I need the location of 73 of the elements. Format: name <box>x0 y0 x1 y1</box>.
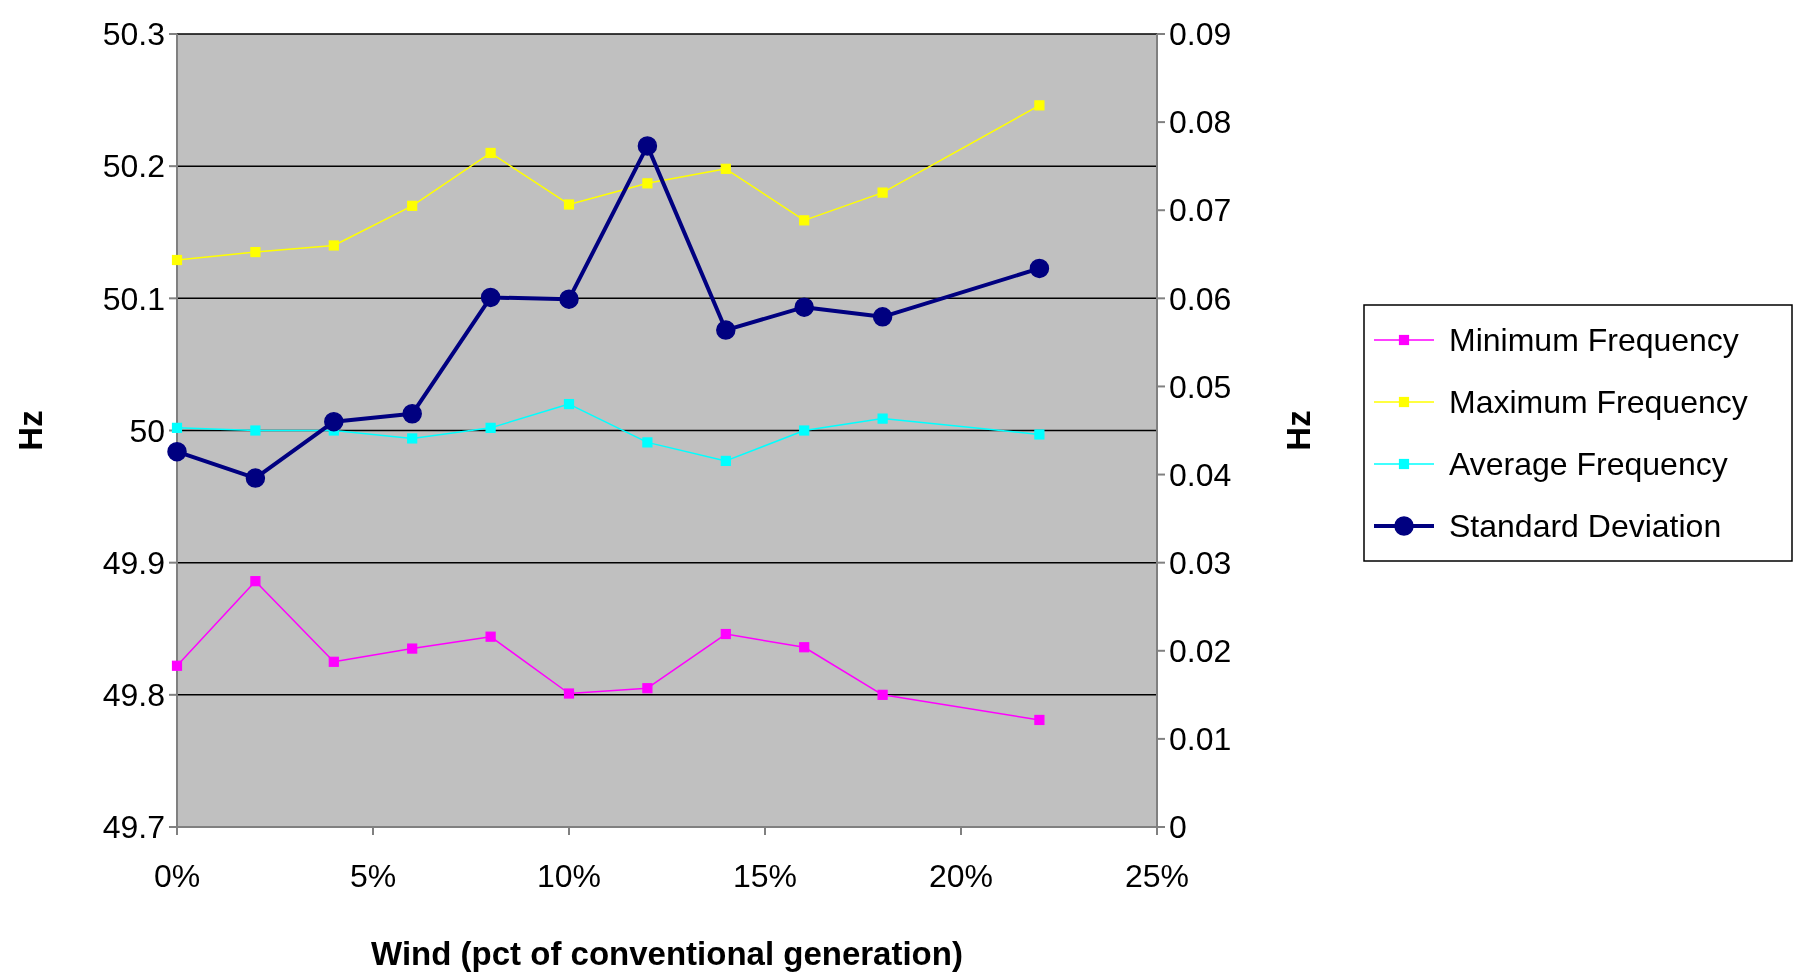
point <box>485 147 496 159</box>
point <box>720 163 731 174</box>
point <box>1034 714 1045 726</box>
point <box>877 689 888 700</box>
y2-tick-label: 0.02 <box>1169 632 1232 669</box>
point <box>563 688 575 699</box>
point <box>407 433 418 444</box>
y2-tick-label: 0.08 <box>1169 104 1232 141</box>
y2-tick-label: 0.09 <box>1169 16 1232 53</box>
point <box>485 631 496 642</box>
y2-tick-label: 0 <box>1169 809 1187 846</box>
point <box>250 425 261 436</box>
point <box>171 254 183 266</box>
y2-tick-label: 0.07 <box>1169 192 1232 229</box>
x-tick-label: 15% <box>732 858 798 894</box>
point <box>720 455 731 466</box>
point <box>1029 258 1050 279</box>
point <box>407 200 418 211</box>
point <box>480 287 501 308</box>
legend-label: Standard Deviation <box>1449 508 1722 545</box>
point <box>167 441 187 462</box>
point <box>559 289 579 309</box>
y-tick-label: 49.7 <box>102 809 165 846</box>
point <box>877 187 888 198</box>
point <box>245 468 266 488</box>
x-tick-label: 20% <box>928 858 994 894</box>
point <box>328 656 339 667</box>
point <box>877 413 888 424</box>
point <box>637 136 658 156</box>
point <box>1034 100 1045 111</box>
point <box>794 297 814 317</box>
y-tick-label: 49.8 <box>102 677 165 714</box>
y2-tick-label: 0.04 <box>1169 456 1232 493</box>
legend-label: Average Frequency <box>1449 446 1728 483</box>
point <box>250 246 261 258</box>
y2-tick-label: 0.03 <box>1169 544 1232 581</box>
point <box>799 215 810 226</box>
point <box>328 240 339 251</box>
point <box>171 422 183 433</box>
legend-label: Minimum Frequency <box>1449 322 1739 359</box>
point <box>402 404 422 424</box>
x-tick-label: 25% <box>1124 858 1190 894</box>
point <box>171 660 183 671</box>
point <box>872 307 893 327</box>
point <box>250 576 261 587</box>
y-tick-label: 50.3 <box>102 16 165 53</box>
y-tick-label: 50.1 <box>102 280 165 317</box>
y-tick-label: 50.2 <box>102 148 165 185</box>
x-tick-label: 10% <box>536 858 602 894</box>
point <box>407 643 418 654</box>
point <box>642 437 653 448</box>
x-axis-title: Wind (pct of conventional generation) <box>371 935 963 972</box>
y2-tick-label: 0.01 <box>1169 721 1232 758</box>
point <box>720 628 731 640</box>
point <box>642 178 653 189</box>
x-tick-label: 5% <box>349 858 397 894</box>
legend-label: Maximum Frequency <box>1449 384 1748 421</box>
point <box>563 398 575 410</box>
point <box>485 422 496 433</box>
point <box>563 199 575 210</box>
point <box>1034 429 1045 440</box>
point <box>799 425 810 436</box>
y2-axis-title: Hz <box>1280 410 1317 451</box>
y-tick-label: 50 <box>129 412 165 449</box>
y2-tick-label: 0.05 <box>1169 368 1232 405</box>
y-axis-title: Hz <box>12 410 49 451</box>
y-tick-label: 49.9 <box>102 544 165 581</box>
point <box>799 642 810 653</box>
x-tick-label: 0% <box>153 858 201 894</box>
point <box>324 411 344 432</box>
point <box>716 320 736 340</box>
point <box>642 683 653 694</box>
y2-tick-label: 0.06 <box>1169 280 1232 317</box>
